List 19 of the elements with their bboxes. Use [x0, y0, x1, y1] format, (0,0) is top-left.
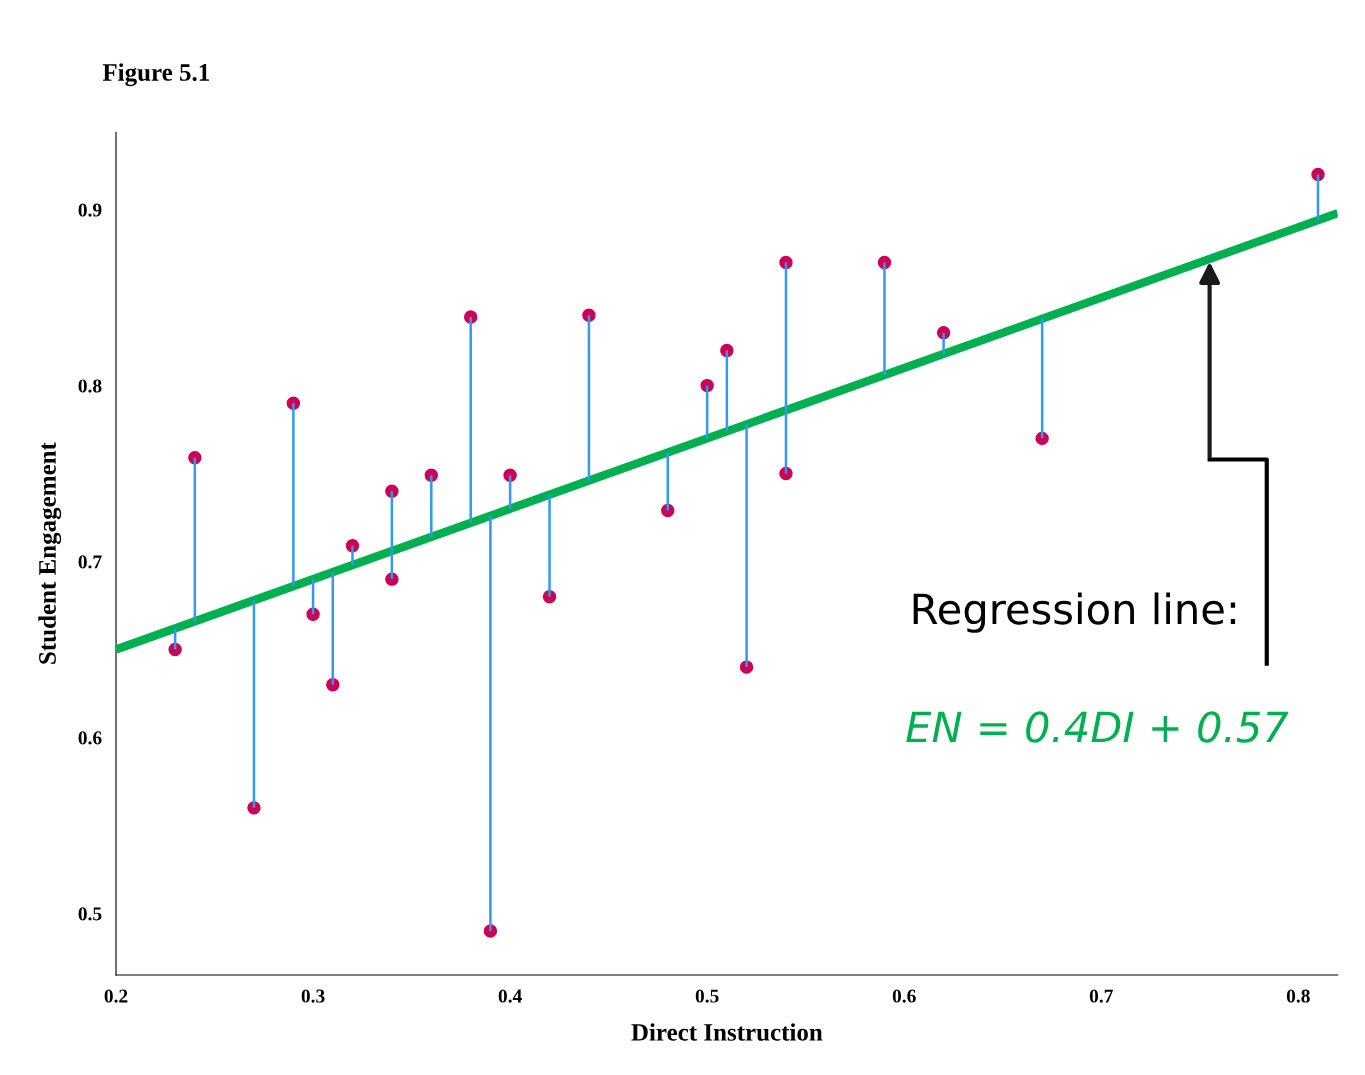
annotation: Regression line:	[913, 592, 1236, 633]
x-tick-label: 0.8	[1286, 989, 1310, 1003]
y-tick-label: 0.8	[78, 379, 102, 393]
x-tick-label: 0.7	[1089, 989, 1113, 1003]
x-axis-title: Direct Instruction	[631, 1023, 823, 1041]
annotation: EN = 0.4DI + 0.57	[906, 711, 1289, 743]
y-tick-label: 0.5	[78, 907, 102, 921]
x-tick-label: 0.3	[301, 989, 325, 1003]
chart-title: Figure 5.1	[102, 63, 209, 87]
x-tick-label: 0.5	[695, 989, 719, 1003]
y-tick-label: 0.9	[78, 203, 102, 217]
x-tick-label: 0.6	[892, 989, 916, 1003]
y-axis-title: Student Engagement	[38, 442, 62, 664]
point	[385, 572, 399, 586]
y-tick-label: 0.6	[78, 731, 102, 745]
point	[188, 451, 202, 465]
x-tick-label: 0.2	[104, 989, 128, 1003]
y-tick-label: 0.7	[78, 555, 102, 569]
x-tick-label: 0.4	[498, 989, 522, 1003]
